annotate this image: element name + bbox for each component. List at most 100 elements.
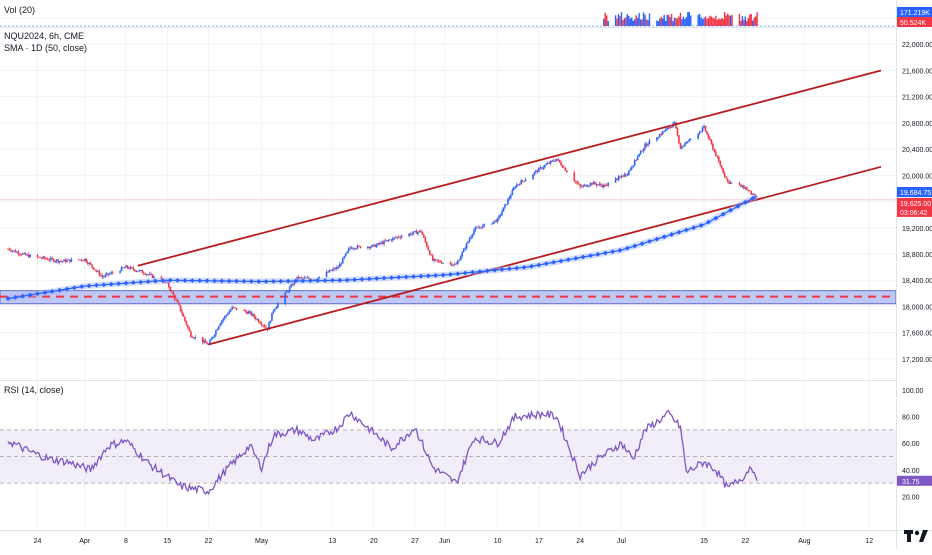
- candle-body: [45, 258, 48, 260]
- candle-body: [126, 265, 129, 268]
- rsi-panel-separator[interactable]: [0, 380, 896, 381]
- candle-body: [638, 153, 640, 157]
- sma-marker: [551, 259, 557, 265]
- sma-legend[interactable]: SMA · 1D (50, close): [4, 43, 88, 53]
- candle-body: [272, 310, 275, 313]
- symbol-legend[interactable]: NQU2024, 6h, CME: [4, 31, 85, 41]
- rsi-legend[interactable]: RSI (14, close): [4, 385, 64, 395]
- candle-body: [688, 139, 691, 142]
- candle-body: [119, 271, 121, 273]
- candle-body: [664, 129, 667, 132]
- volume-bar: [641, 19, 643, 26]
- candle-body: [731, 182, 733, 184]
- candle-body: [377, 243, 379, 245]
- candle-body: [473, 229, 475, 235]
- candle-body: [347, 248, 350, 252]
- sma-marker: [108, 281, 114, 287]
- sma-marker: [691, 225, 697, 231]
- candle-body: [101, 275, 104, 278]
- volume-panel-separator[interactable]: [0, 27, 896, 28]
- volume-legend[interactable]: Vol (20): [4, 5, 36, 15]
- volume-bar: [616, 18, 618, 26]
- candle-body: [287, 291, 289, 293]
- candle-body: [433, 259, 435, 261]
- price-tick-label: 21,600.00: [902, 68, 932, 75]
- candle-body: [563, 167, 565, 169]
- sma-marker: [676, 229, 682, 235]
- candle-body: [338, 263, 341, 268]
- candle-body: [150, 273, 152, 275]
- candle-body: [190, 331, 192, 337]
- candle-body: [592, 182, 595, 185]
- candle-body: [477, 227, 480, 229]
- sma-marker: [713, 215, 719, 221]
- candle-body: [715, 151, 717, 157]
- candle-body: [384, 240, 387, 242]
- sma-marker: [49, 288, 55, 294]
- sma-marker: [617, 247, 623, 253]
- candle-body: [591, 183, 593, 185]
- candle-body: [387, 240, 390, 241]
- candle-body: [291, 284, 294, 286]
- candle-body: [452, 264, 455, 266]
- sma-marker: [5, 296, 11, 301]
- candle-body: [300, 277, 303, 279]
- volume-bar: [676, 18, 679, 26]
- candle-body: [153, 276, 155, 278]
- date-tick-label: 15: [700, 538, 708, 545]
- sma-marker: [624, 245, 630, 251]
- candle-body: [58, 261, 61, 263]
- candle-body: [160, 276, 163, 282]
- tradingview-logo-icon[interactable]: [903, 527, 929, 545]
- candle-body: [148, 273, 151, 275]
- volume-bar: [731, 14, 733, 26]
- volume-bar: [750, 14, 752, 26]
- candle-body: [518, 184, 521, 186]
- sma-marker: [79, 284, 85, 290]
- volume-bar: [636, 17, 639, 26]
- candle-body: [496, 218, 499, 223]
- candle-body: [659, 134, 661, 137]
- volume-bar: [606, 15, 608, 26]
- candle-body: [229, 309, 232, 312]
- volume-bar: [667, 14, 670, 26]
- candle-body: [465, 243, 468, 249]
- candle-body: [290, 284, 292, 288]
- candle-body: [179, 305, 182, 311]
- candle-body: [221, 320, 223, 324]
- candle-body: [424, 237, 427, 242]
- candle-body: [203, 340, 205, 343]
- volume-badge-top-bg: [897, 7, 932, 17]
- candle-body: [455, 263, 458, 265]
- volume-bar: [631, 17, 633, 26]
- sma-marker: [565, 257, 571, 263]
- candle-body: [517, 184, 520, 186]
- candle-body: [461, 252, 463, 257]
- candle-body: [656, 137, 658, 141]
- volume-bar: [662, 18, 664, 26]
- candle-body: [334, 268, 337, 270]
- candle-body: [535, 170, 537, 173]
- candle-body: [681, 146, 683, 149]
- candle-body: [663, 131, 666, 132]
- sma-marker: [514, 265, 520, 271]
- candle-body: [49, 257, 52, 260]
- sma-marker: [197, 278, 203, 284]
- candle-body: [499, 215, 502, 216]
- sma-marker: [130, 280, 136, 286]
- sma-marker: [212, 278, 217, 284]
- price-tick-label: 20,000.00: [902, 173, 932, 180]
- candle-body: [353, 248, 356, 250]
- candle-body: [82, 260, 85, 262]
- sma-marker: [307, 278, 313, 284]
- candle-body: [536, 170, 539, 172]
- candle-body: [706, 131, 708, 135]
- volume-bar: [753, 17, 755, 26]
- candle-body: [719, 161, 722, 166]
- candle-body: [350, 247, 353, 249]
- sma-marker: [389, 275, 394, 281]
- candle-body: [106, 273, 108, 275]
- candle-body: [539, 167, 542, 169]
- sma-marker: [42, 290, 48, 295]
